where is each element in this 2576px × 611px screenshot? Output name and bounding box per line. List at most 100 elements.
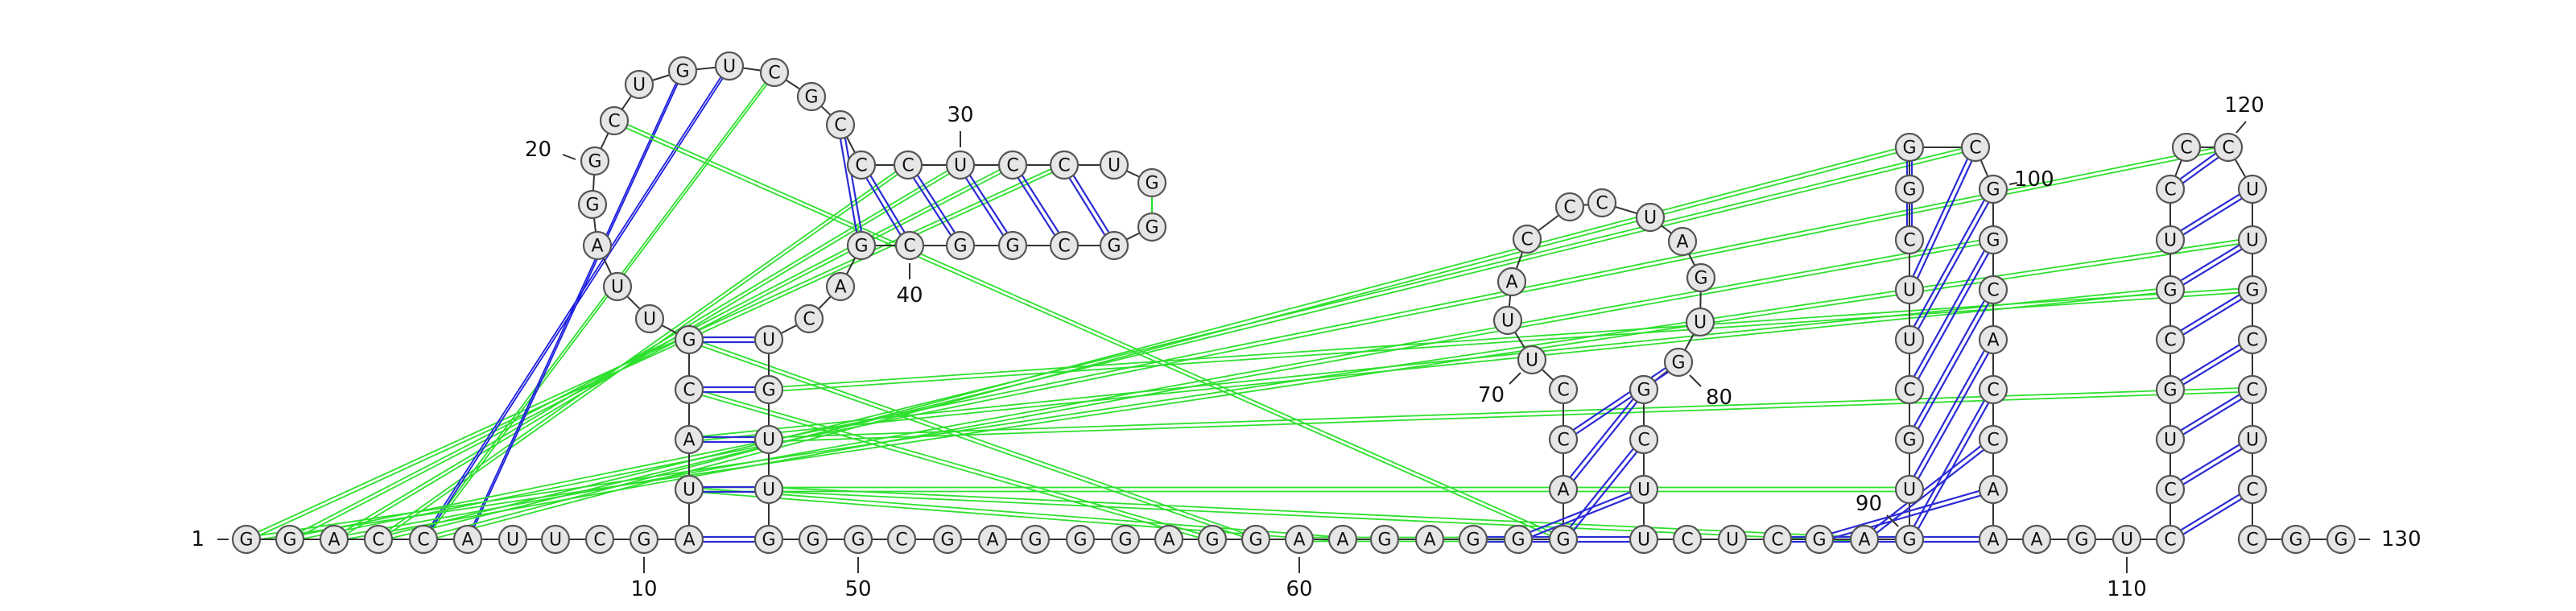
nucleotide-circle <box>1517 345 1547 375</box>
base-pair-line <box>2179 152 2217 180</box>
nucleotide: U <box>2237 225 2268 255</box>
nucleotide: G <box>577 189 608 220</box>
nucleotide-circle <box>846 230 877 261</box>
nucleotide-circle <box>977 524 1008 555</box>
nucleotide: C <box>2237 324 2268 355</box>
nucleotide-letter: A <box>1336 530 1348 551</box>
nucleotide-letter: G <box>1118 530 1132 551</box>
nucleotide: U <box>2237 174 2268 204</box>
nucleotide-letter: G <box>1812 530 1826 551</box>
nucleotide: A <box>1667 226 1698 257</box>
nucleotide-circle <box>1369 524 1400 555</box>
nucleotide-circle <box>2155 474 2186 505</box>
nucleotide: C <box>674 374 704 405</box>
tertiary-interaction-line <box>768 486 1865 539</box>
nucleotide-circle <box>2237 424 2268 455</box>
base-pair-line <box>2182 248 2243 286</box>
position-label: 1 <box>191 527 204 551</box>
position-label: 10 <box>630 577 657 601</box>
nucleotide-letter: U <box>1903 331 1916 351</box>
nucleotide: A <box>1548 474 1579 505</box>
nucleotide-letter: G <box>1986 231 2000 251</box>
nucleotide: C <box>584 524 615 555</box>
nucleotide-letter: C <box>895 530 907 551</box>
nucleotide-circle <box>1548 474 1579 505</box>
nucleotide-circle <box>2213 132 2244 163</box>
nucleotide: A <box>977 524 1008 555</box>
position-label: 40 <box>896 283 923 308</box>
nucleotide-letter: C <box>1557 381 1569 401</box>
nucleotide: C <box>2155 174 2186 204</box>
tertiary-interaction-line <box>289 166 1013 543</box>
nucleotide-letter: G <box>2163 281 2177 301</box>
base-pair-line <box>916 175 956 233</box>
nucleotide-circle <box>2281 524 2311 555</box>
nucleotide-letter: A <box>591 237 603 257</box>
nucleotide: G <box>1137 167 1167 198</box>
nucleotide: C <box>1629 424 1659 455</box>
nucleotide-circle <box>796 81 827 112</box>
nucleotide: A <box>319 524 349 555</box>
nucleotide-letter: U <box>1644 208 1657 229</box>
nucleotide-circle <box>1960 132 1991 163</box>
nucleotide-circle <box>1894 424 1925 455</box>
nucleotide: G <box>1629 374 1659 405</box>
nucleotide-circle <box>1020 524 1051 555</box>
nucleotide-letter: G <box>283 530 296 551</box>
nucleotide: C <box>2155 324 2186 355</box>
nucleotide-letter: U <box>1726 530 1739 551</box>
tertiary-interaction-line <box>613 122 1564 543</box>
nucleotide-letter: G <box>675 62 689 82</box>
base-pair-line <box>1917 352 1990 480</box>
nucleotide: G <box>1894 424 1925 455</box>
nucleotide-letter: G <box>2245 281 2259 301</box>
nucleotide-letter: A <box>328 530 340 551</box>
nucleotide: C <box>1672 524 1703 555</box>
nucleotide-letter: G <box>1511 530 1525 551</box>
nucleotide-letter: U <box>2120 530 2133 551</box>
position-label: 60 <box>1286 577 1312 601</box>
nucleotide-circle <box>1197 524 1228 555</box>
tertiary-interaction-line <box>688 486 1344 539</box>
nucleotide-letter: C <box>2246 331 2258 351</box>
nucleotide-letter: U <box>506 530 519 551</box>
nucleotide-circle <box>1512 224 1542 254</box>
nucleotide-circle <box>602 271 633 302</box>
nucleotide-circle <box>794 303 824 334</box>
nucleotide-circle <box>1894 275 1925 305</box>
nucleotide-circle <box>1458 524 1488 555</box>
nucleotide-circle <box>1672 524 1703 555</box>
nucleotide-letter: A <box>461 530 473 551</box>
nucleotide-letter: U <box>683 481 696 501</box>
nucleotide: G <box>231 524 262 555</box>
nucleotide-circle <box>1049 230 1080 261</box>
base-pair-line <box>1530 491 1631 533</box>
nucleotide: G <box>2326 524 2356 555</box>
nucleotide: G <box>1065 524 1096 555</box>
nucleotide: U <box>1635 202 1666 233</box>
nucleotide-letter: U <box>611 278 624 298</box>
nucleotide-circle <box>1065 524 1096 555</box>
nucleotide: G <box>1241 524 1271 555</box>
nucleotide: C <box>759 57 790 88</box>
nucleotide-circle <box>580 146 610 176</box>
nucleotide: C <box>1894 225 1925 255</box>
nucleotide-letter: C <box>1006 156 1018 176</box>
nucleotide-circle <box>1492 305 1523 336</box>
nucleotide-circle <box>2155 524 2186 555</box>
nucleotide-letter: C <box>2246 381 2258 401</box>
nucleotide: U <box>1717 524 1748 555</box>
position-tick <box>562 154 576 160</box>
position-tick <box>2235 121 2247 134</box>
nucleotide: C <box>894 230 925 261</box>
nucleotide-circle <box>714 51 745 81</box>
nucleotide: G <box>1686 262 1716 293</box>
nucleotide: A <box>1284 524 1315 555</box>
position-label: 80 <box>1706 386 1732 410</box>
nucleotide: A <box>1496 266 1527 297</box>
nucleotide-circle <box>1548 374 1579 405</box>
tertiary-interaction-line <box>246 166 1065 543</box>
nucleotide-letter: C <box>1903 231 1915 251</box>
nucleotide-letter: U <box>1525 351 1538 371</box>
nucleotide-circle <box>1894 524 1925 555</box>
